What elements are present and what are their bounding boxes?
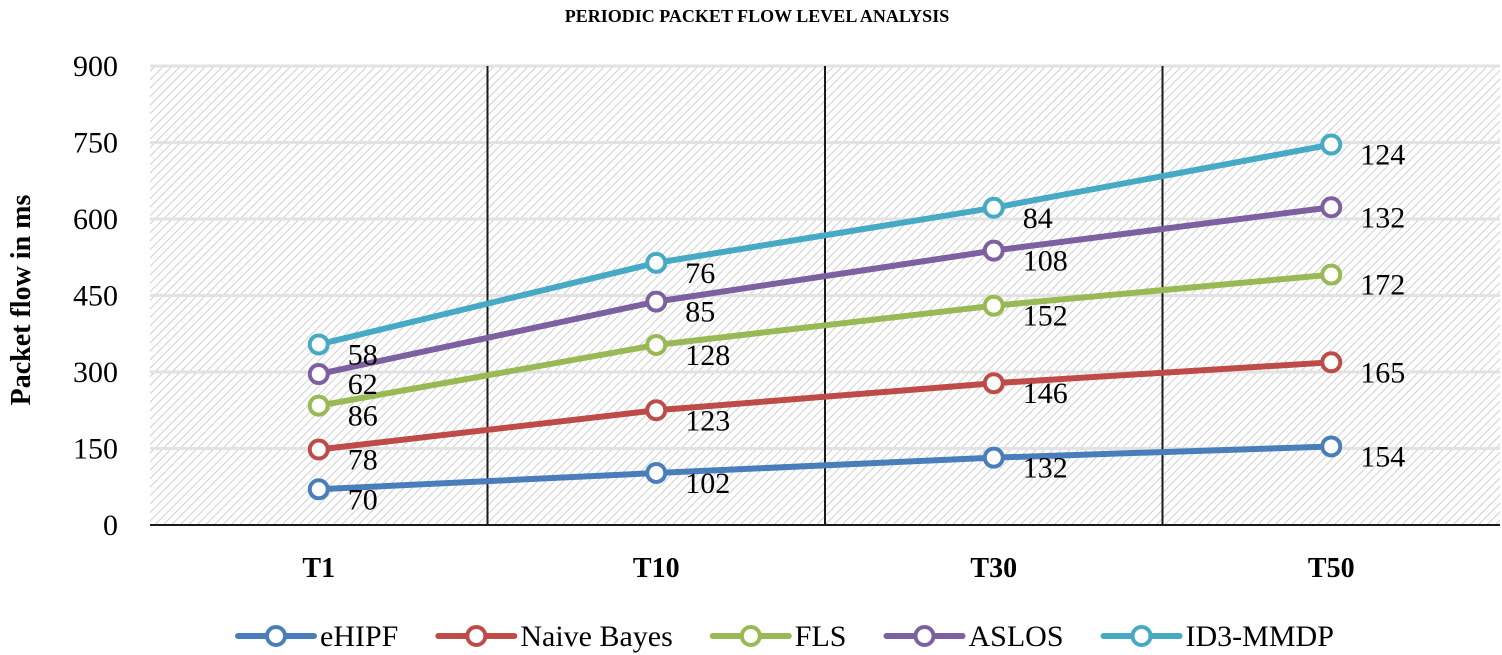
data-label: 70 bbox=[348, 483, 378, 516]
data-point bbox=[982, 294, 1005, 317]
legend-label: ASLOS bbox=[969, 620, 1064, 653]
data-labels: 70 102 132 154 78 123 146 165 86 128 152 172 62 85 108… bbox=[348, 139, 1406, 517]
data-point bbox=[982, 446, 1005, 469]
data-label: 154 bbox=[1360, 440, 1405, 473]
data-label: 58 bbox=[348, 338, 378, 371]
data-label: 76 bbox=[685, 257, 715, 290]
data-label: 124 bbox=[1360, 139, 1405, 172]
data-label: 128 bbox=[685, 339, 730, 372]
data-label: 108 bbox=[1023, 245, 1068, 278]
series-fls bbox=[307, 263, 1343, 417]
series-lines bbox=[307, 133, 1343, 501]
data-label: 132 bbox=[1360, 201, 1405, 234]
data-point bbox=[307, 333, 330, 356]
chart-title: PERIODIC PACKET FLOW LEVEL ANALYSIS bbox=[565, 6, 949, 26]
data-point bbox=[982, 239, 1005, 262]
data-label: 123 bbox=[685, 404, 730, 437]
y-tick-label: 450 bbox=[73, 280, 118, 313]
legend-label: FLS bbox=[795, 620, 847, 653]
data-point bbox=[645, 290, 668, 313]
data-label: 102 bbox=[685, 467, 730, 500]
y-tick-label: 150 bbox=[73, 433, 118, 466]
series-line-naive-bayes bbox=[315, 359, 1335, 453]
category-separators bbox=[150, 66, 1500, 526]
data-label: 165 bbox=[1360, 356, 1405, 389]
x-tick-label: T10 bbox=[633, 553, 680, 584]
series-line-aslos bbox=[315, 204, 1335, 378]
legend-marker bbox=[265, 625, 287, 647]
data-point bbox=[1320, 133, 1343, 156]
legend-label: eHIPF bbox=[320, 620, 398, 653]
legend-marker bbox=[739, 625, 762, 647]
legend-item-naive-bayes: Naive Bayes bbox=[435, 620, 673, 653]
y-tick-label: 750 bbox=[73, 127, 118, 160]
y-axis: 0 150 300 450 600 750 900 bbox=[73, 50, 118, 542]
series-line-ehipf bbox=[315, 443, 1335, 493]
series-aslos bbox=[307, 196, 1343, 386]
data-label: 78 bbox=[348, 444, 378, 477]
data-point bbox=[1320, 263, 1343, 286]
data-label: 132 bbox=[1023, 452, 1068, 485]
x-axis: T1 T10 T30 T50 bbox=[302, 553, 1354, 584]
y-tick-label: 0 bbox=[103, 509, 118, 542]
data-point bbox=[982, 372, 1005, 395]
x-tick-label: T1 bbox=[302, 553, 335, 584]
data-label: 62 bbox=[348, 368, 378, 401]
y-axis-title: Packet flow in ms bbox=[6, 195, 37, 406]
legend-item-fls: FLS bbox=[709, 620, 847, 653]
series-line-id3-mmdp bbox=[315, 141, 1335, 348]
legend-marker bbox=[913, 625, 936, 647]
y-tick-label: 600 bbox=[73, 203, 118, 236]
data-point bbox=[1320, 435, 1343, 458]
legend-marker bbox=[1130, 625, 1153, 647]
data-label: 146 bbox=[1023, 377, 1068, 410]
data-point bbox=[645, 333, 668, 356]
legend-item-id3-mmdp: ID3-MMDP bbox=[1100, 620, 1334, 653]
x-tick-label: T30 bbox=[970, 553, 1017, 584]
data-point bbox=[307, 394, 330, 417]
data-point bbox=[1320, 196, 1343, 219]
data-point bbox=[307, 438, 330, 461]
data-label: 86 bbox=[348, 400, 378, 433]
data-label: 85 bbox=[685, 296, 715, 329]
data-label: 84 bbox=[1023, 202, 1053, 235]
y-tick-label: 900 bbox=[73, 50, 118, 83]
data-label: 152 bbox=[1023, 300, 1068, 333]
series-naive-bayes bbox=[307, 351, 1343, 461]
data-point bbox=[1320, 351, 1343, 374]
data-point bbox=[307, 478, 330, 501]
legend-label: Naive Bayes bbox=[520, 620, 672, 653]
series-id3-mmdp bbox=[307, 133, 1343, 356]
data-point bbox=[645, 399, 668, 422]
data-point bbox=[645, 461, 668, 484]
x-tick-label: T50 bbox=[1308, 553, 1355, 584]
series-ehipf bbox=[307, 435, 1343, 501]
legend-item-ehipf: eHIPF bbox=[235, 620, 398, 653]
legend-label: ID3-MMDP bbox=[1186, 620, 1334, 653]
legend: eHIPF Naive Bayes FLS ASLOS ID3-MMDP bbox=[235, 620, 1334, 653]
data-point bbox=[307, 363, 330, 386]
y-tick-label: 300 bbox=[73, 356, 118, 389]
data-point bbox=[982, 196, 1005, 219]
data-point bbox=[645, 251, 668, 274]
data-label: 172 bbox=[1360, 269, 1405, 302]
legend-item-aslos: ASLOS bbox=[883, 620, 1064, 653]
series-line-fls bbox=[315, 271, 1335, 409]
legend-marker bbox=[465, 625, 488, 647]
